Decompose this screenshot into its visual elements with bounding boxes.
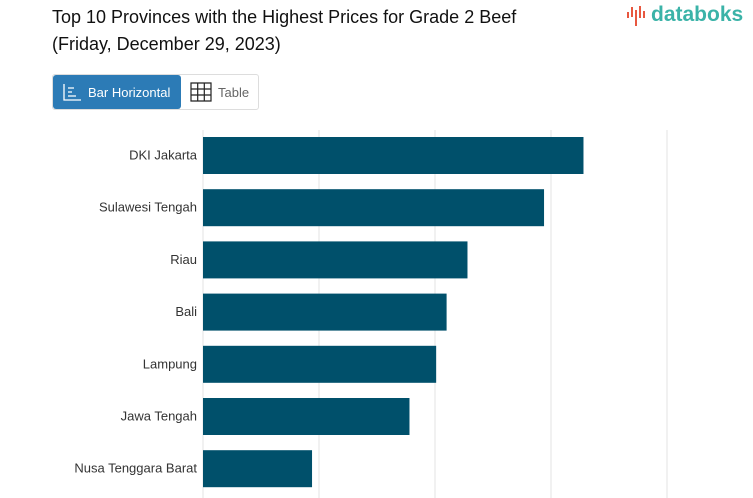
- bar-horizontal-button[interactable]: Bar Horizontal: [53, 75, 181, 109]
- bar-bali[interactable]: [203, 293, 447, 331]
- bar-riau[interactable]: [203, 241, 468, 279]
- view-toggle: Bar Horizontal Table: [52, 74, 260, 110]
- logo-bars-icon: [627, 6, 645, 26]
- category-label: Sulawesi Tengah: [99, 200, 197, 215]
- logo-text: databoks: [651, 3, 744, 26]
- bar-jawa-tengah[interactable]: [203, 398, 410, 435]
- category-label: Nusa Tenggara Barat: [74, 461, 197, 476]
- bar-chart-icon: [63, 84, 81, 101]
- title-line-2: (Friday, December 29, 2023): [52, 34, 281, 54]
- bar-chart: DKI Jakarta Sulawesi Tengah Riau Bali Lampun…: [74, 130, 668, 498]
- table-icon: [190, 82, 212, 102]
- category-label: Bali: [175, 304, 197, 319]
- bar-horizontal-label: Bar Horizontal: [88, 84, 171, 100]
- category-label: Riau: [170, 252, 197, 267]
- databoks-logo: databoks: [626, 3, 743, 27]
- bar-sulawesi-tengah[interactable]: [203, 189, 545, 227]
- chart-title: Top 10 Provinces with the Highest Prices…: [52, 4, 516, 58]
- category-label: DKI Jakarta: [129, 148, 198, 163]
- category-label: Jawa Tengah: [121, 409, 197, 424]
- bar-lampung[interactable]: [203, 345, 437, 383]
- bar-dki-jakarta[interactable]: [203, 137, 584, 174]
- table-button[interactable]: Table: [181, 75, 258, 109]
- bar-nusa-tenggara-barat[interactable]: [203, 450, 313, 488]
- title-line-1: Top 10 Provinces with the Highest Prices…: [52, 7, 517, 27]
- table-label: Table: [218, 84, 250, 100]
- category-label: Lampung: [143, 356, 197, 371]
